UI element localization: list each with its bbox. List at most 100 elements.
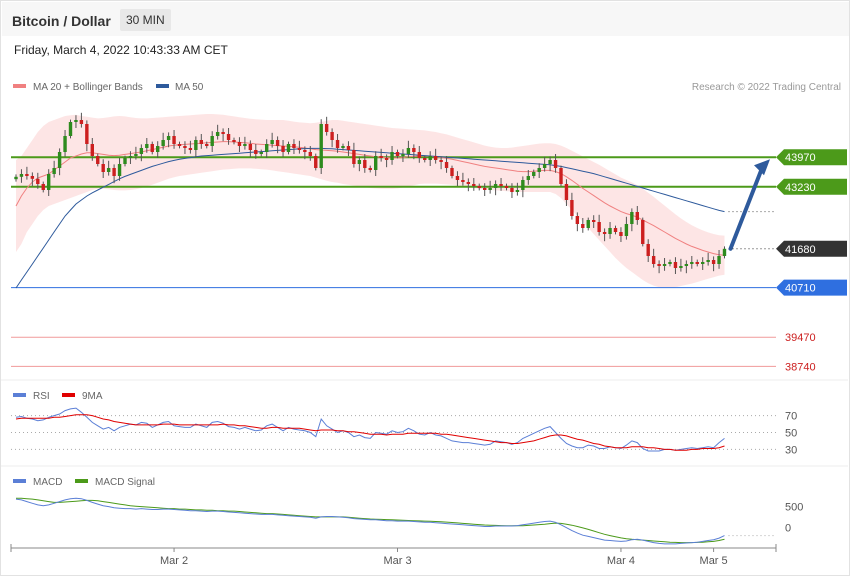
legend-swatch-ma50 [156, 84, 169, 88]
candle-body [472, 184, 476, 186]
level-label-43230: 43230 [785, 182, 816, 194]
candle-body [450, 168, 454, 176]
level-label-38740: 38740 [785, 361, 816, 373]
candle-body [259, 152, 263, 154]
candle-body [47, 174, 51, 190]
candle-body [483, 188, 487, 190]
candle-body [314, 156, 318, 168]
candle-body [548, 160, 552, 164]
level-tag-43230 [776, 178, 847, 195]
candle-body [379, 156, 383, 158]
instrument-title: Bitcoin / Dollar [12, 13, 111, 29]
macd-panel: 500 0 [15, 497, 803, 545]
candle-body [412, 148, 416, 152]
candle-body [564, 184, 569, 200]
legend-label-rsi: RSI [33, 391, 50, 402]
candle-body [651, 256, 656, 264]
candle-body [515, 190, 520, 192]
time-tick-label: Mar 2 [160, 555, 188, 567]
candle-body [493, 184, 498, 188]
candle-body [722, 248, 727, 256]
candle-body [444, 162, 449, 168]
legend-swatch-macd-signal [75, 479, 88, 483]
candle-body [352, 150, 356, 164]
candle-body [613, 228, 618, 232]
time-tick-label: Mar 3 [383, 555, 411, 567]
candle-body [123, 158, 127, 164]
macd-signal-line [16, 497, 725, 544]
candle-body [630, 212, 634, 224]
candle-body [85, 124, 89, 144]
candle-body [624, 224, 629, 236]
level-label-40710: 40710 [785, 283, 816, 295]
candle-body [139, 148, 144, 154]
candle-body [711, 260, 716, 264]
legend-swatch-rsi [13, 393, 26, 397]
candle-body [363, 160, 367, 168]
candle-body [570, 200, 574, 216]
ma20-line [15, 141, 725, 256]
rsi-tick-70: 70 [785, 411, 797, 423]
candle-body [319, 124, 323, 168]
candle-body [74, 120, 78, 122]
candle-body [417, 152, 421, 158]
candle-body [510, 188, 514, 192]
rsi-legend: RSI 9MA [13, 391, 103, 402]
candle-body [254, 150, 258, 154]
candle-body [346, 146, 351, 150]
legend-swatch-macd [13, 479, 26, 483]
candle-body [439, 160, 443, 162]
candle-body [488, 188, 492, 190]
timeframe-button[interactable]: 30 MIN [120, 9, 171, 31]
main-legend: MA 20 + Bollinger Bands MA 50 [13, 82, 204, 93]
candle-body [597, 222, 601, 232]
legend-label-macd-signal: MACD Signal [95, 477, 155, 488]
candle-body [292, 144, 296, 148]
candle-body [243, 144, 247, 146]
candle-body [635, 212, 639, 220]
candle-body [428, 156, 432, 160]
level-label-43970: 43970 [785, 152, 816, 164]
level-tag-40710 [776, 279, 847, 296]
candle-body [641, 220, 645, 244]
candle-body [553, 160, 558, 168]
bollinger-band [16, 114, 725, 288]
candle-body [341, 146, 345, 148]
candle-body [662, 264, 667, 266]
candle-body [128, 156, 133, 158]
candle-body [14, 176, 18, 180]
candle-body [395, 152, 400, 156]
ma50-line [15, 147, 725, 289]
level-tag-41680 [776, 240, 847, 257]
candle-body [161, 140, 165, 146]
candle-body [374, 156, 378, 170]
level-tag-43970 [776, 149, 847, 166]
candle-body [586, 220, 590, 228]
candle-body [679, 266, 683, 268]
legend-label-ma50: MA 50 [175, 82, 204, 93]
candle-body [461, 180, 465, 182]
candle-body [194, 140, 198, 150]
candle-body [701, 262, 705, 264]
candle-body [684, 264, 689, 266]
forecast-arrow-head [754, 159, 770, 176]
legend-label-rsi-ma: 9MA [82, 391, 103, 402]
candle-body [575, 216, 580, 224]
candle-body [592, 220, 596, 222]
candle-body [390, 152, 394, 160]
candle-body [248, 144, 253, 150]
candle-body [112, 168, 116, 176]
candle-body [96, 156, 100, 164]
candle-body [156, 146, 160, 152]
candle-body [63, 136, 67, 152]
chart-header: Bitcoin / Dollar 30 MIN [2, 2, 849, 36]
candle-body [270, 140, 274, 144]
candle-body [368, 168, 372, 170]
candle-body [401, 154, 405, 156]
candle-body [90, 144, 94, 156]
rsi-line [15, 407, 725, 452]
candle-body [215, 132, 220, 136]
candle-body [706, 260, 710, 262]
rsi-panel: 70 50 30 [11, 407, 797, 456]
candle-body [101, 164, 105, 172]
